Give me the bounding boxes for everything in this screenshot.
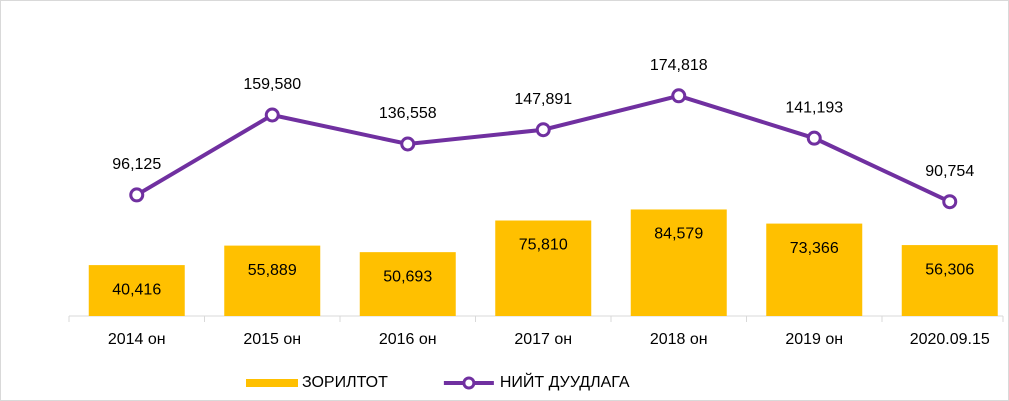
line-point — [400, 136, 416, 152]
line-value-label: 147,891 — [514, 91, 572, 108]
bar-value-label: 55,889 — [248, 262, 297, 279]
legend-label: НИЙТ ДУУДЛАГА — [500, 372, 630, 391]
bar-value-label: 73,366 — [790, 240, 839, 257]
bar — [224, 245, 321, 316]
line-point — [535, 122, 551, 138]
x-tick-label: 2017 он — [514, 331, 572, 348]
line-value-label: 174,818 — [650, 57, 708, 74]
line-value-label: 96,125 — [112, 156, 161, 173]
bar-value-label: 56,306 — [925, 261, 974, 278]
x-tick-label: 2020.09.15 — [910, 331, 990, 348]
bar-value-label: 84,579 — [654, 226, 703, 243]
line-point — [942, 194, 958, 210]
bar — [359, 252, 456, 316]
bar — [630, 209, 727, 316]
legend-swatch — [246, 379, 298, 387]
legend-label: ЗОРИЛТОТ — [302, 374, 388, 391]
bar — [88, 265, 185, 316]
x-tick-label: 2014 он — [108, 331, 166, 348]
line-value-label: 136,558 — [379, 105, 437, 122]
x-tick-label: 2019 он — [785, 331, 843, 348]
bar-value-label: 75,810 — [519, 237, 568, 254]
bar — [766, 223, 863, 316]
line-point — [264, 107, 280, 123]
bar-value-label: 50,693 — [383, 268, 432, 285]
bar-value-label: 40,416 — [112, 281, 161, 298]
line-point — [671, 88, 687, 104]
bar — [901, 245, 998, 316]
x-tick-label: 2015 он — [243, 331, 301, 348]
x-tick-label: 2018 он — [650, 331, 708, 348]
line-point — [129, 187, 145, 203]
line-value-label: 90,754 — [925, 163, 974, 180]
line-value-label: 159,580 — [243, 76, 301, 93]
line-value-label: 141,193 — [785, 99, 843, 116]
x-tick-label: 2016 он — [379, 331, 437, 348]
line-point — [806, 130, 822, 146]
bar — [495, 220, 592, 316]
legend-marker — [462, 376, 476, 390]
